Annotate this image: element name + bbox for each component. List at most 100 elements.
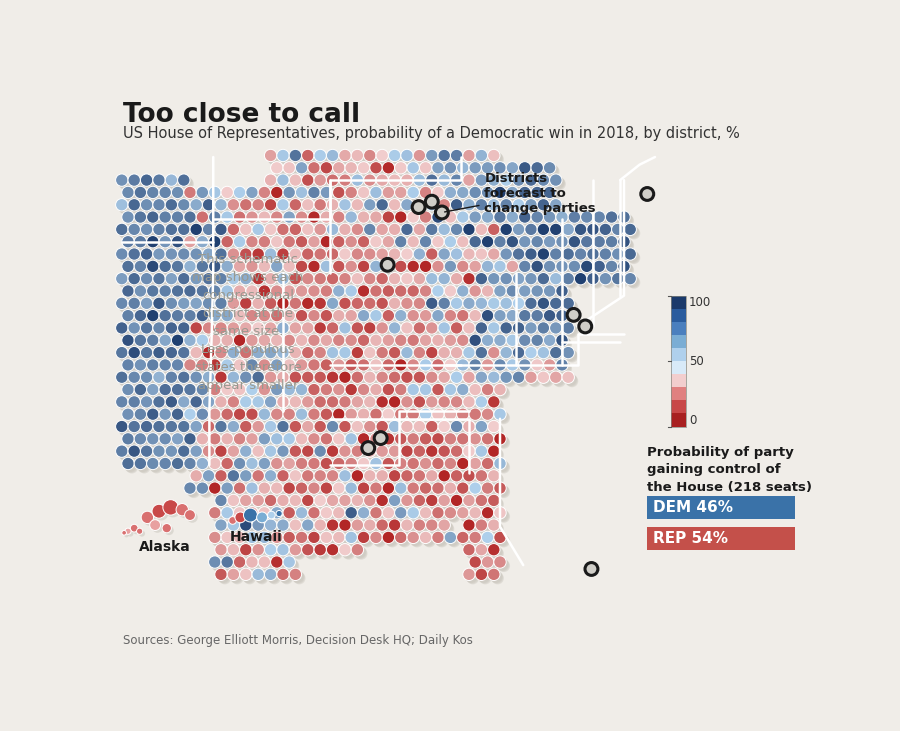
Circle shape <box>317 251 329 263</box>
Circle shape <box>246 334 258 346</box>
Circle shape <box>148 312 161 324</box>
Circle shape <box>376 149 389 162</box>
Circle shape <box>410 238 422 251</box>
Circle shape <box>584 215 597 227</box>
Circle shape <box>196 309 209 322</box>
Circle shape <box>188 264 200 276</box>
Circle shape <box>534 337 546 349</box>
Circle shape <box>373 387 385 399</box>
Circle shape <box>283 359 295 371</box>
Circle shape <box>378 176 391 189</box>
Circle shape <box>267 473 280 485</box>
Circle shape <box>360 534 372 546</box>
Circle shape <box>187 214 199 227</box>
Circle shape <box>392 497 404 510</box>
Circle shape <box>237 189 249 202</box>
Circle shape <box>370 383 382 395</box>
Circle shape <box>382 235 394 248</box>
Circle shape <box>171 433 184 445</box>
Circle shape <box>407 408 419 420</box>
Circle shape <box>227 298 239 309</box>
Circle shape <box>215 322 227 334</box>
Circle shape <box>252 322 265 334</box>
Circle shape <box>351 395 364 408</box>
Circle shape <box>271 531 283 544</box>
Circle shape <box>238 363 249 375</box>
Circle shape <box>132 202 144 215</box>
Circle shape <box>497 534 509 547</box>
Circle shape <box>466 399 478 411</box>
Circle shape <box>483 361 496 374</box>
Circle shape <box>622 264 634 276</box>
Circle shape <box>252 199 265 211</box>
Circle shape <box>175 313 187 325</box>
Circle shape <box>265 149 277 162</box>
Circle shape <box>554 350 566 363</box>
Circle shape <box>156 177 168 189</box>
Circle shape <box>274 263 286 276</box>
Circle shape <box>227 544 239 556</box>
Circle shape <box>225 240 238 251</box>
Circle shape <box>537 273 550 285</box>
Circle shape <box>488 519 500 531</box>
Circle shape <box>176 504 188 516</box>
Circle shape <box>349 314 361 325</box>
Circle shape <box>212 363 225 375</box>
Circle shape <box>343 350 356 363</box>
Circle shape <box>246 285 258 298</box>
Circle shape <box>209 260 221 273</box>
Circle shape <box>410 362 422 374</box>
Circle shape <box>397 262 410 275</box>
Circle shape <box>475 494 488 507</box>
Circle shape <box>483 460 496 472</box>
Circle shape <box>300 412 311 424</box>
Circle shape <box>423 190 436 202</box>
Circle shape <box>385 485 398 497</box>
Circle shape <box>184 359 196 371</box>
Circle shape <box>138 461 149 473</box>
Circle shape <box>544 211 556 223</box>
Circle shape <box>153 346 166 359</box>
Circle shape <box>460 411 473 423</box>
Circle shape <box>361 387 373 399</box>
Circle shape <box>227 322 239 334</box>
Circle shape <box>155 226 167 238</box>
Circle shape <box>360 460 372 472</box>
Circle shape <box>280 227 292 238</box>
Circle shape <box>224 189 237 202</box>
Circle shape <box>305 178 318 190</box>
Circle shape <box>287 363 300 375</box>
Circle shape <box>417 423 428 436</box>
Circle shape <box>302 199 314 211</box>
Circle shape <box>384 435 397 447</box>
Circle shape <box>523 289 535 301</box>
Circle shape <box>322 189 335 201</box>
Circle shape <box>237 362 249 374</box>
Circle shape <box>317 547 329 559</box>
Circle shape <box>426 149 438 162</box>
Circle shape <box>422 287 434 300</box>
Circle shape <box>330 424 343 436</box>
Circle shape <box>211 287 223 300</box>
Circle shape <box>209 383 221 395</box>
Circle shape <box>496 361 508 374</box>
Circle shape <box>534 263 546 276</box>
Circle shape <box>256 202 268 215</box>
Circle shape <box>329 276 342 288</box>
Circle shape <box>244 424 256 436</box>
Circle shape <box>258 408 271 420</box>
Circle shape <box>122 458 134 469</box>
Circle shape <box>482 359 494 371</box>
Circle shape <box>382 433 394 445</box>
Circle shape <box>441 251 454 263</box>
Circle shape <box>162 263 175 276</box>
Circle shape <box>349 190 361 202</box>
Circle shape <box>155 374 167 386</box>
Circle shape <box>212 264 225 276</box>
Circle shape <box>138 238 149 251</box>
Bar <box>670 308 686 322</box>
Circle shape <box>242 300 255 312</box>
Circle shape <box>159 211 171 223</box>
Circle shape <box>230 572 243 583</box>
Circle shape <box>342 473 355 485</box>
